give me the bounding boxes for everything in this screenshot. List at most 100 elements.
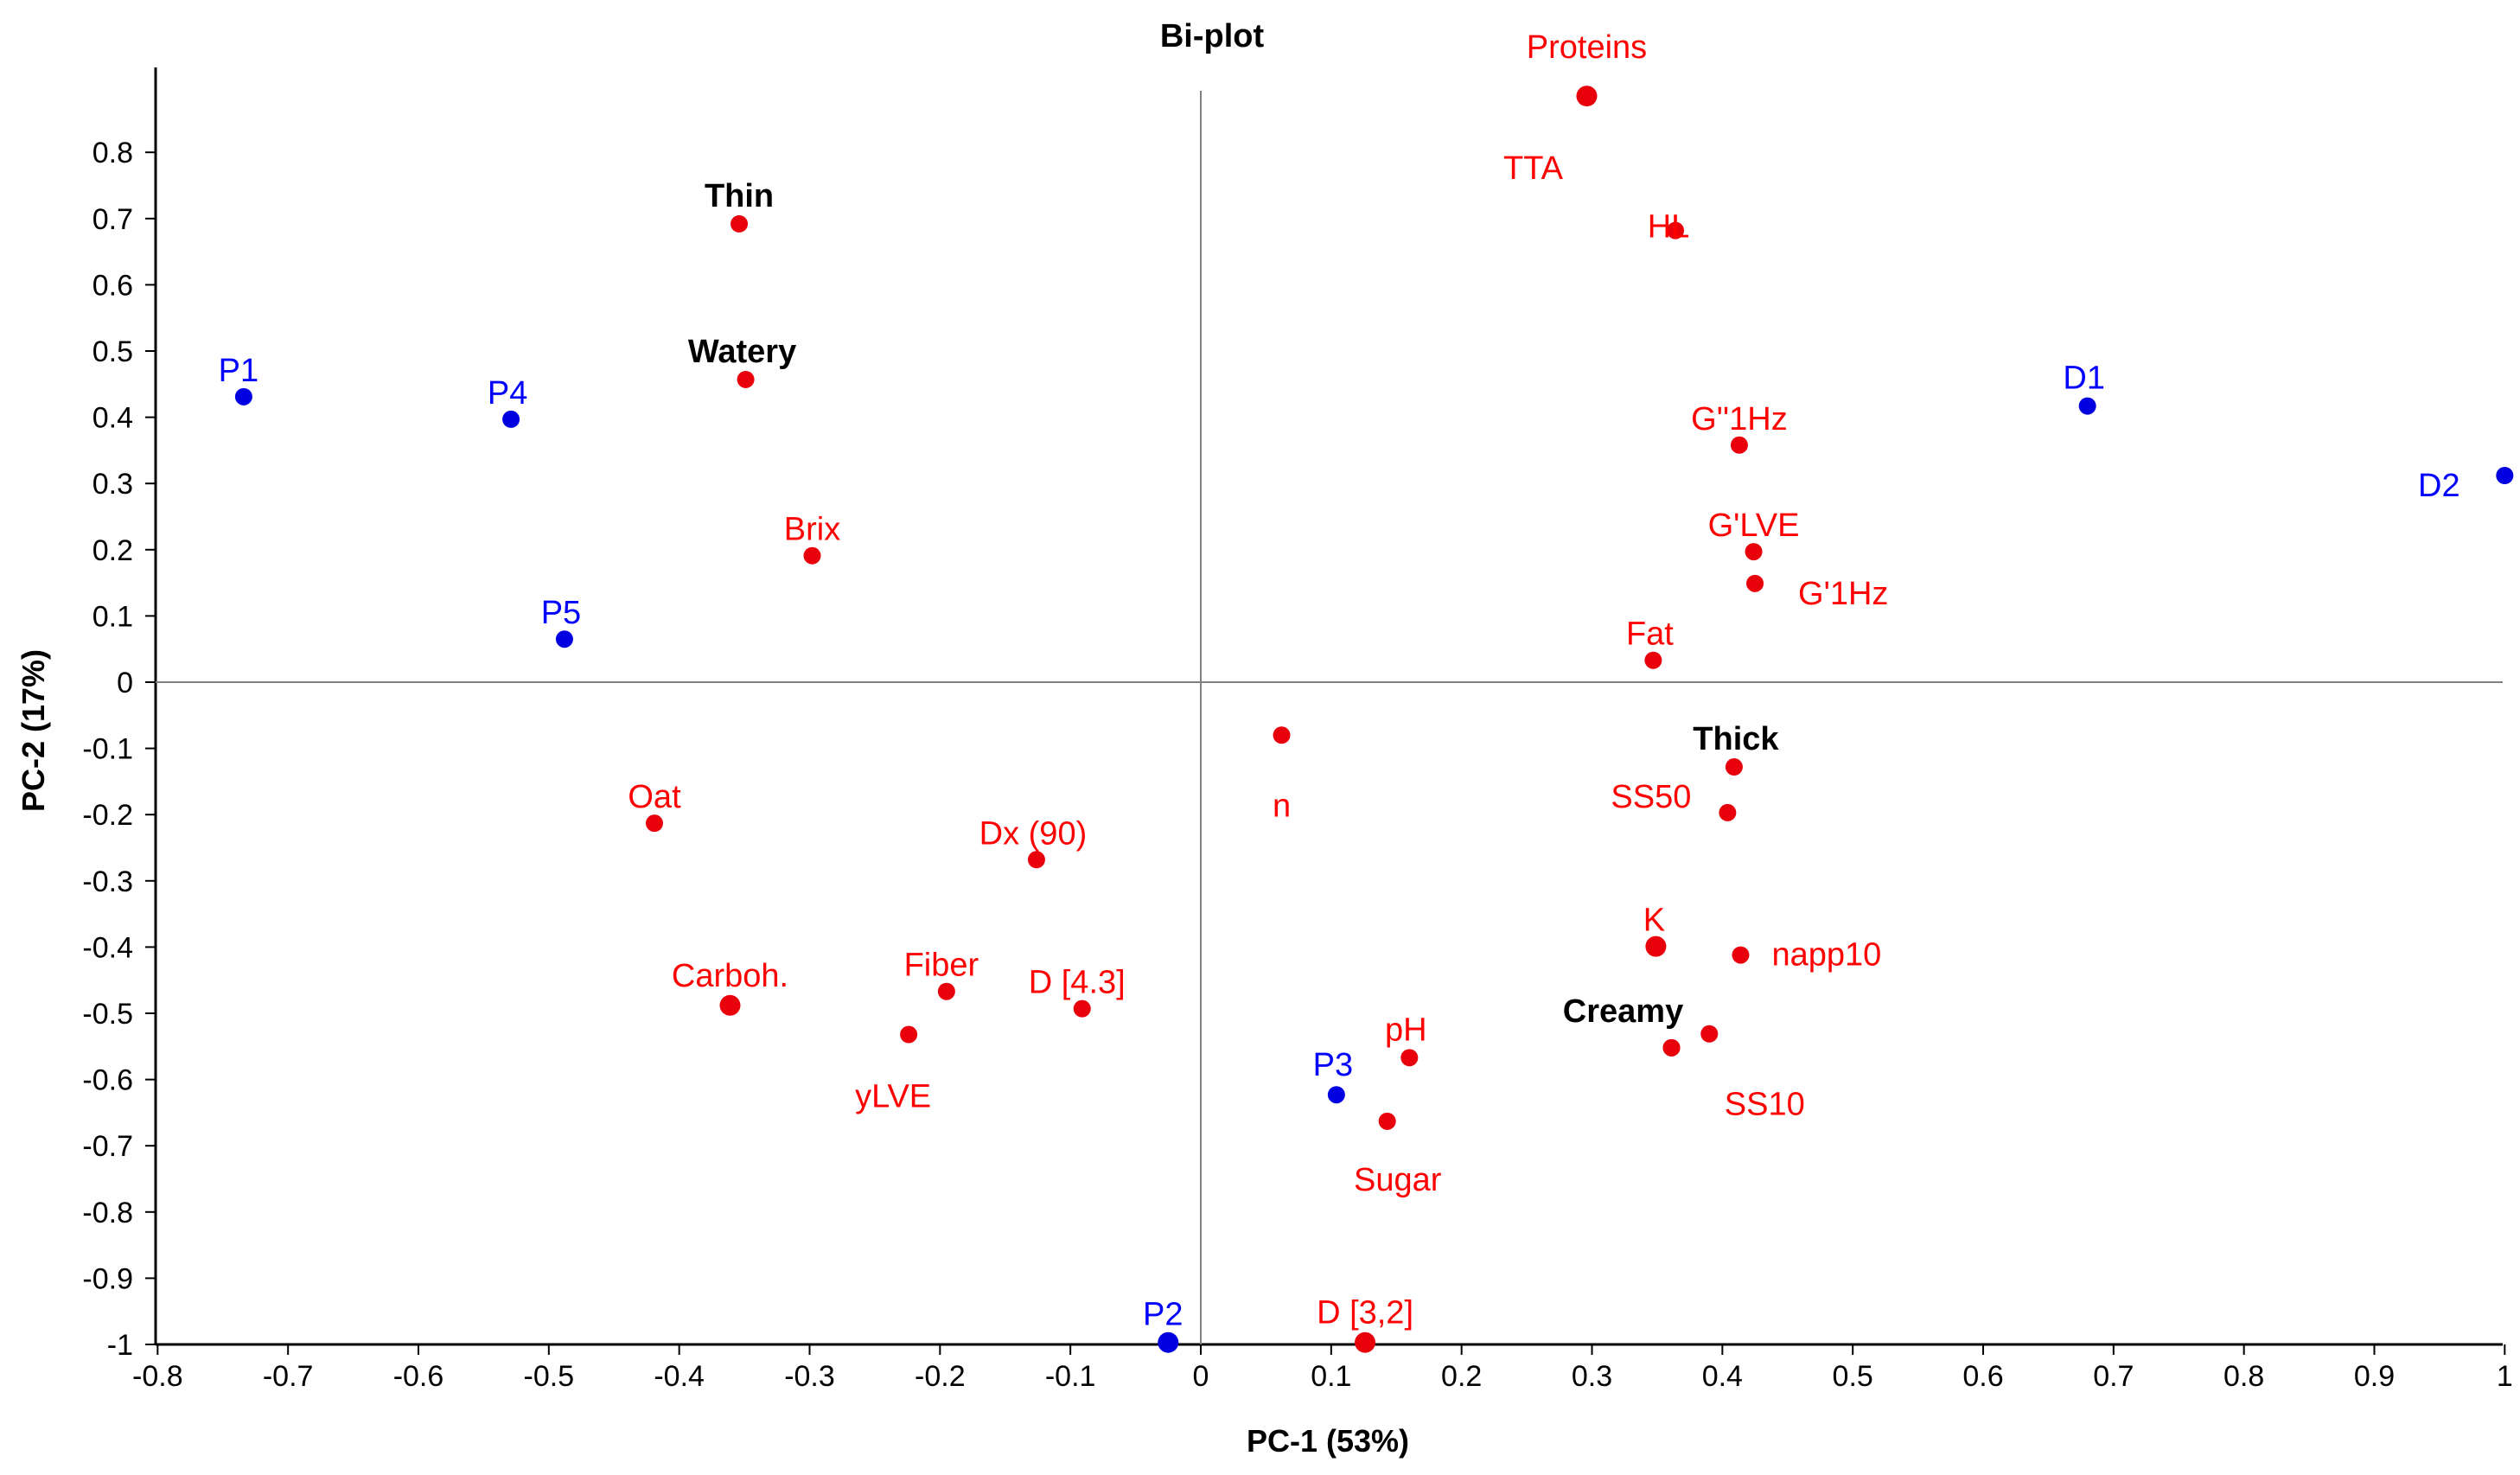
x-tick-label: -0.7 — [263, 1360, 314, 1393]
point-g-lve — [1745, 543, 1763, 561]
x-axis-title: PC-1 (53%) — [1247, 1423, 1409, 1459]
y-tick-label: 0.7 — [93, 203, 133, 236]
ticks: -0.8 -0.7 -0.6 -0.5 -0.4 -0.3 -0.2 -0.1 0 0.1 0.2 0… — [82, 137, 2512, 1393]
x-tick-label: -0.5 — [524, 1360, 575, 1393]
point-fiber — [937, 982, 955, 1000]
point-g-1hz — [1730, 436, 1748, 454]
label-thick: Thick — [1693, 721, 1779, 757]
x-tick-label: 0.4 — [1702, 1360, 1743, 1393]
x-tick-label: 0.5 — [1833, 1360, 1873, 1393]
chart-title: Bi-plot — [1160, 18, 1265, 54]
label-thin: Thin — [705, 178, 774, 214]
label-ph: pH — [1385, 1012, 1427, 1048]
point-d2 — [2496, 467, 2514, 485]
x-tick-label: 0.9 — [2354, 1360, 2395, 1393]
label-g-1hz: G''1Hz — [1691, 401, 1788, 437]
label-g-lve: G'LVE — [1708, 508, 1800, 544]
y-tick-label: -0.3 — [82, 865, 133, 898]
point-ss10 — [1700, 1025, 1719, 1043]
point-k — [1645, 935, 1667, 957]
label-ylve: yLVE — [855, 1079, 931, 1115]
label-p5: P5 — [541, 595, 581, 631]
y-tick-label: 0.5 — [93, 335, 133, 368]
y-tick-label: 0.4 — [93, 402, 133, 435]
point-p3 — [1327, 1086, 1345, 1104]
point-napp10 — [1732, 946, 1750, 964]
x-tick-label: -0.1 — [1045, 1360, 1096, 1393]
point-thick — [1725, 758, 1743, 776]
x-tick-label: -0.2 — [915, 1360, 966, 1393]
y-tick-label: 0.1 — [93, 600, 133, 633]
x-tick-label: -0.3 — [784, 1360, 835, 1393]
x-tick-label: 0.8 — [2223, 1360, 2264, 1393]
x-tick-label: 0.1 — [1311, 1360, 1351, 1393]
label-watery: Watery — [688, 334, 796, 370]
y-tick-label: -1 — [107, 1329, 133, 1362]
label-k: K — [1643, 903, 1665, 939]
y-tick-label: -0.6 — [82, 1064, 133, 1097]
label-brix: Brix — [784, 512, 840, 548]
x-tick-label: 1 — [2497, 1360, 2513, 1393]
label-ss50: SS50 — [1611, 779, 1691, 815]
point-g-1hz — [1746, 574, 1764, 592]
y-tick-label: -0.5 — [82, 998, 133, 1031]
point-d1 — [2078, 397, 2096, 415]
label-fat: Fat — [1626, 616, 1674, 653]
x-tick-label: 0.3 — [1572, 1360, 1612, 1393]
y-tick-label: -0.1 — [82, 733, 133, 766]
y-tick-label: -0.9 — [82, 1262, 133, 1295]
point-p1 — [234, 387, 252, 405]
point-d-3-2 — [1355, 1331, 1376, 1353]
y-tick-label: 0.2 — [93, 534, 133, 567]
label-d1: D1 — [2063, 361, 2105, 397]
y-tick-label: -0.4 — [82, 931, 133, 964]
point-n — [1273, 726, 1291, 744]
y-tick-label: 0.3 — [93, 468, 133, 501]
label-d2: D2 — [2418, 468, 2460, 504]
label-g-1hz: G'1Hz — [1798, 576, 1888, 612]
point-sugar — [1378, 1112, 1396, 1130]
x-tick-label: -0.4 — [654, 1360, 705, 1393]
point-ss50 — [1719, 803, 1737, 821]
y-tick-label: -0.7 — [82, 1130, 133, 1163]
x-tick-label: -0.8 — [132, 1360, 183, 1393]
point-p5 — [555, 630, 573, 648]
label-tta: TTA — [1503, 150, 1564, 187]
point-dx-90 — [1027, 851, 1045, 869]
point-p4 — [502, 410, 520, 428]
label-n: n — [1273, 788, 1291, 824]
y-tick-label: -0.2 — [82, 799, 133, 832]
y-tick-label: 0.8 — [93, 137, 133, 169]
point-d-4-3 — [1073, 999, 1091, 1018]
label-creamy: Creamy — [1563, 993, 1683, 1030]
label-proteins: Proteins — [1527, 29, 1647, 66]
point-tta — [1578, 87, 1596, 105]
point-fat — [1644, 651, 1662, 669]
y-tick-label: 0 — [117, 667, 133, 699]
point-oat — [646, 814, 664, 833]
label-napp10: napp10 — [1771, 937, 1881, 974]
label-p2: P2 — [1143, 1297, 1183, 1333]
label-d-4-3: D [4.3] — [1029, 965, 1126, 1001]
point-hl — [1667, 221, 1685, 239]
point-creamy — [1662, 1038, 1681, 1057]
label-oat: Oat — [628, 779, 681, 815]
point-thin — [730, 214, 749, 233]
y-tick-label: -0.8 — [82, 1197, 133, 1229]
y-axis-title: PC-2 (17%) — [16, 649, 51, 812]
x-tick-label: 0.2 — [1441, 1360, 1482, 1393]
axes — [154, 67, 2503, 1346]
points — [234, 86, 2514, 1353]
y-tick-label: 0.6 — [93, 269, 133, 302]
label-dx-90: Dx (90) — [979, 815, 1088, 852]
x-tick-label: 0.6 — [1962, 1360, 2003, 1393]
label-fiber: Fiber — [904, 948, 979, 984]
point-watery — [737, 370, 755, 388]
label-p3: P3 — [1313, 1047, 1353, 1083]
labels: Proteins TTA HL G''1Hz G'LVE G'1Hz Fat Brix n SS5… — [219, 29, 2460, 1333]
label-hl: HL — [1648, 209, 1690, 246]
x-tick-label: 0 — [1193, 1360, 1209, 1393]
label-sugar: Sugar — [1354, 1162, 1442, 1198]
label-p1: P1 — [219, 353, 258, 389]
